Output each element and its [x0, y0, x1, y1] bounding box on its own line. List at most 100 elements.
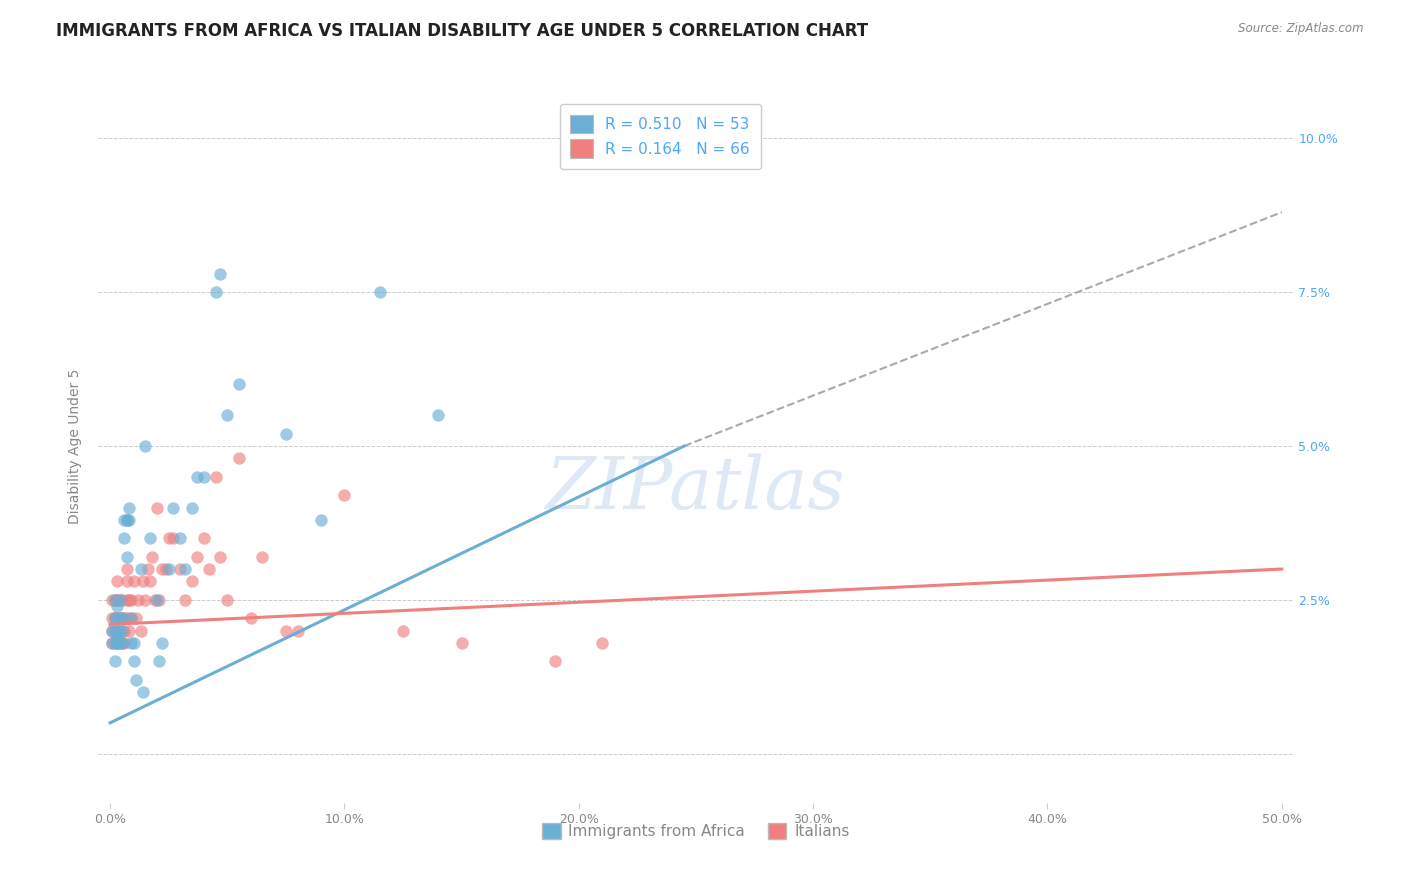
Point [174, 592, 197, 607]
Point [105, 574, 128, 589]
Point [450, 636, 472, 650]
Point [209, 267, 232, 281]
Point [287, 624, 309, 638]
Point [115, 549, 138, 564]
Point [169, 562, 191, 576]
Point [186, 469, 208, 483]
Text: ZIPatlas: ZIPatlas [546, 453, 846, 524]
Point [150, 562, 173, 576]
Point [111, 611, 134, 625]
Point [105, 630, 128, 644]
Y-axis label: Disability Age Under 5: Disability Age Under 5 [69, 368, 83, 524]
Point [157, 562, 180, 576]
Point [132, 685, 155, 699]
Point [115, 513, 138, 527]
Point [112, 531, 135, 545]
Point [274, 624, 297, 638]
Point [118, 513, 141, 527]
Point [136, 562, 159, 576]
Point [115, 574, 138, 589]
Point [181, 574, 204, 589]
Point [125, 673, 148, 687]
Point [104, 624, 127, 638]
Point [108, 611, 131, 625]
Point [101, 592, 124, 607]
Point [162, 531, 184, 545]
Point [392, 624, 415, 638]
Point [129, 624, 152, 638]
Point [204, 285, 226, 300]
Point [427, 409, 450, 423]
Point [112, 636, 135, 650]
Point [162, 500, 184, 515]
Point [111, 636, 134, 650]
Point [150, 636, 173, 650]
Point [209, 549, 232, 564]
Point [252, 549, 274, 564]
Point [591, 636, 613, 650]
Point [204, 469, 226, 483]
Point [146, 592, 169, 607]
Point [101, 624, 124, 638]
Point [115, 592, 138, 607]
Point [105, 592, 128, 607]
Point [181, 500, 204, 515]
Point [217, 592, 239, 607]
Point [274, 426, 297, 441]
Point [141, 549, 163, 564]
Point [186, 549, 208, 564]
Point [239, 611, 262, 625]
Point [120, 611, 142, 625]
Point [108, 592, 131, 607]
Point [105, 636, 128, 650]
Point [105, 599, 128, 613]
Point [143, 592, 166, 607]
Point [129, 562, 152, 576]
Point [122, 636, 145, 650]
Point [228, 451, 250, 466]
Point [108, 592, 131, 607]
Point [108, 611, 131, 625]
Point [148, 654, 170, 668]
Point [146, 500, 169, 515]
Point [108, 624, 131, 638]
Point [111, 624, 134, 638]
Point [118, 592, 141, 607]
Point [101, 611, 124, 625]
Point [544, 654, 567, 668]
Point [111, 636, 134, 650]
Point [111, 611, 134, 625]
Point [105, 636, 128, 650]
Legend: Immigrants from Africa, Italians: Immigrants from Africa, Italians [536, 817, 856, 845]
Point [118, 624, 141, 638]
Point [139, 574, 162, 589]
Point [120, 592, 142, 607]
Point [105, 611, 128, 625]
Point [104, 611, 127, 625]
Point [127, 592, 149, 607]
Point [125, 611, 148, 625]
Point [105, 636, 128, 650]
Point [368, 285, 391, 300]
Point [139, 531, 162, 545]
Point [101, 636, 124, 650]
Point [104, 654, 127, 668]
Point [112, 611, 135, 625]
Point [105, 624, 128, 638]
Point [333, 488, 356, 502]
Point [155, 562, 177, 576]
Point [115, 611, 138, 625]
Point [104, 611, 127, 625]
Point [101, 624, 124, 638]
Point [148, 592, 170, 607]
Point [217, 409, 239, 423]
Point [118, 500, 141, 515]
Point [115, 562, 138, 576]
Text: IMMIGRANTS FROM AFRICA VS ITALIAN DISABILITY AGE UNDER 5 CORRELATION CHART: IMMIGRANTS FROM AFRICA VS ITALIAN DISABI… [56, 22, 869, 40]
Point [193, 531, 215, 545]
Point [120, 611, 142, 625]
Point [134, 439, 156, 453]
Point [120, 636, 142, 650]
Point [169, 531, 191, 545]
Point [108, 636, 131, 650]
